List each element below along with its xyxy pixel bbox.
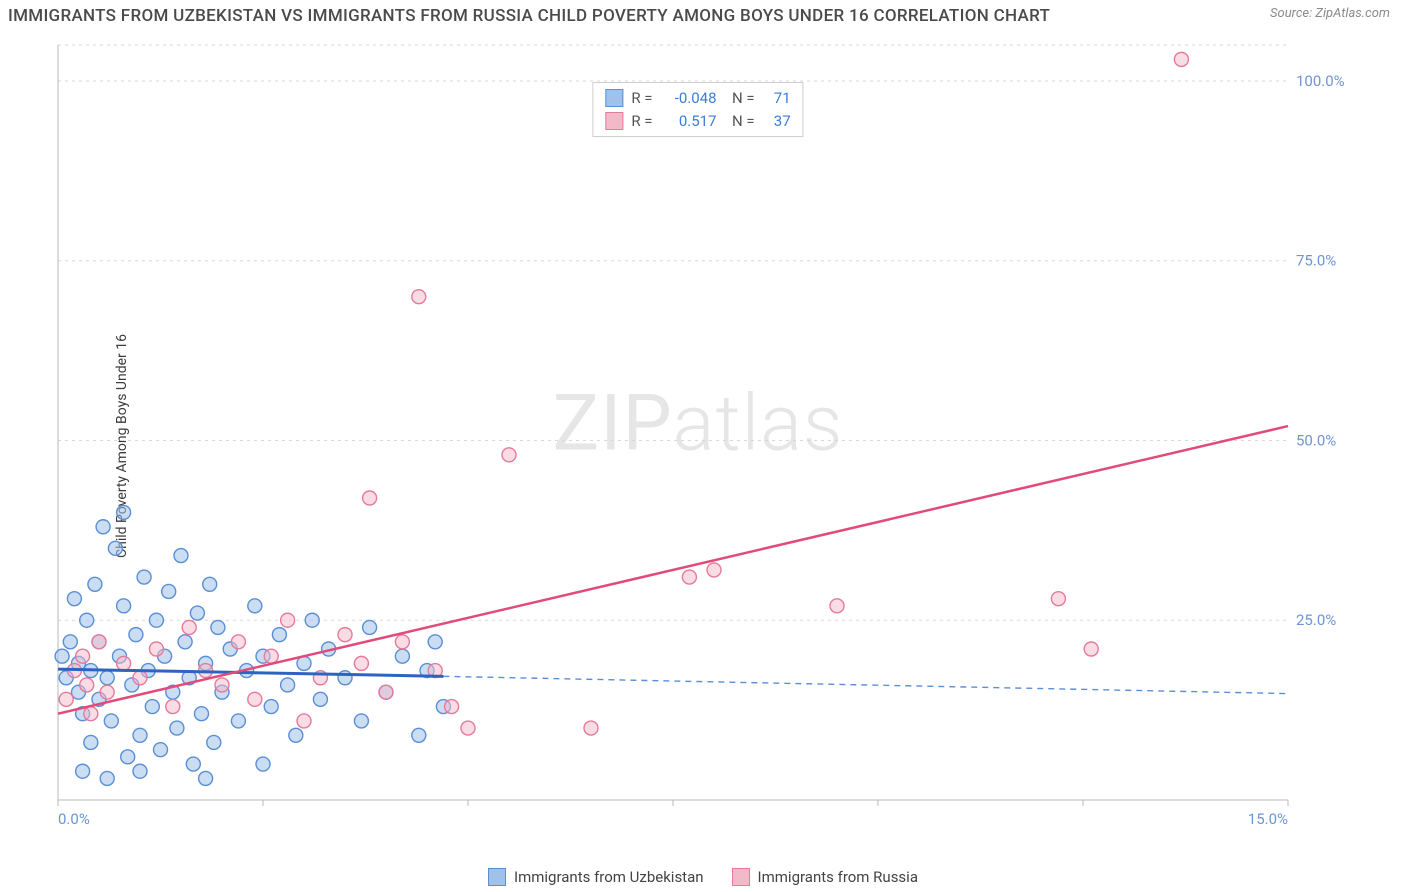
svg-text:50.0%: 50.0% bbox=[1296, 431, 1336, 449]
svg-text:25.0%: 25.0% bbox=[1296, 611, 1336, 629]
svg-text:75.0%: 75.0% bbox=[1296, 252, 1336, 270]
legend-r-label: R = bbox=[631, 110, 652, 133]
legend-row: R = 0.517 N = 37 bbox=[605, 110, 790, 133]
legend-r-value: -0.048 bbox=[661, 87, 717, 110]
bottom-legend: Immigrants from Uzbekistan Immigrants fro… bbox=[488, 868, 918, 886]
correlation-legend: R = -0.048 N = 71R = 0.517 N = 37 bbox=[592, 82, 803, 137]
bottom-legend-label: Immigrants from Russia bbox=[758, 868, 918, 886]
bottom-legend-item: Immigrants from Russia bbox=[732, 868, 918, 886]
legend-swatch bbox=[605, 89, 623, 107]
legend-swatch bbox=[732, 868, 750, 886]
legend-r-value: 0.517 bbox=[661, 110, 717, 133]
legend-n-value: 37 bbox=[763, 110, 791, 133]
bottom-legend-item: Immigrants from Uzbekistan bbox=[488, 868, 704, 886]
svg-text:0.0%: 0.0% bbox=[58, 810, 90, 828]
legend-n-label: N = bbox=[725, 110, 755, 133]
bottom-legend-label: Immigrants from Uzbekistan bbox=[514, 868, 704, 886]
legend-row: R = -0.048 N = 71 bbox=[605, 87, 790, 110]
legend-swatch bbox=[605, 112, 623, 130]
chart-title: IMMIGRANTS FROM UZBEKISTAN VS IMMIGRANTS… bbox=[8, 6, 1050, 26]
svg-text:100.0%: 100.0% bbox=[1296, 72, 1345, 90]
source-label: Source: ZipAtlas.com bbox=[1270, 6, 1390, 21]
plot-area: 25.0%50.0%75.0%100.0%0.0%15.0% ZIPatlas … bbox=[48, 40, 1348, 840]
title-bar: IMMIGRANTS FROM UZBEKISTAN VS IMMIGRANTS… bbox=[0, 0, 1406, 26]
chart-svg: 25.0% 50.0% 75.0% 100.0% 0.0% 15.0% bbox=[48, 40, 1348, 840]
svg-text:15.0%: 15.0% bbox=[1248, 810, 1288, 828]
legend-n-label: N = bbox=[725, 87, 755, 110]
legend-n-value: 71 bbox=[763, 87, 791, 110]
legend-swatch bbox=[488, 868, 506, 886]
legend-r-label: R = bbox=[631, 87, 652, 110]
